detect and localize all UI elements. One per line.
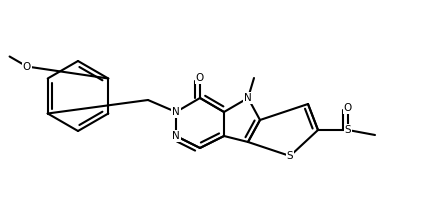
- Text: S: S: [287, 151, 293, 161]
- Text: O: O: [23, 61, 31, 71]
- Text: S: S: [345, 125, 351, 135]
- Text: N: N: [172, 131, 180, 141]
- Text: N: N: [172, 107, 180, 117]
- Text: N: N: [244, 93, 252, 103]
- Text: O: O: [344, 103, 352, 113]
- Text: O: O: [196, 73, 204, 83]
